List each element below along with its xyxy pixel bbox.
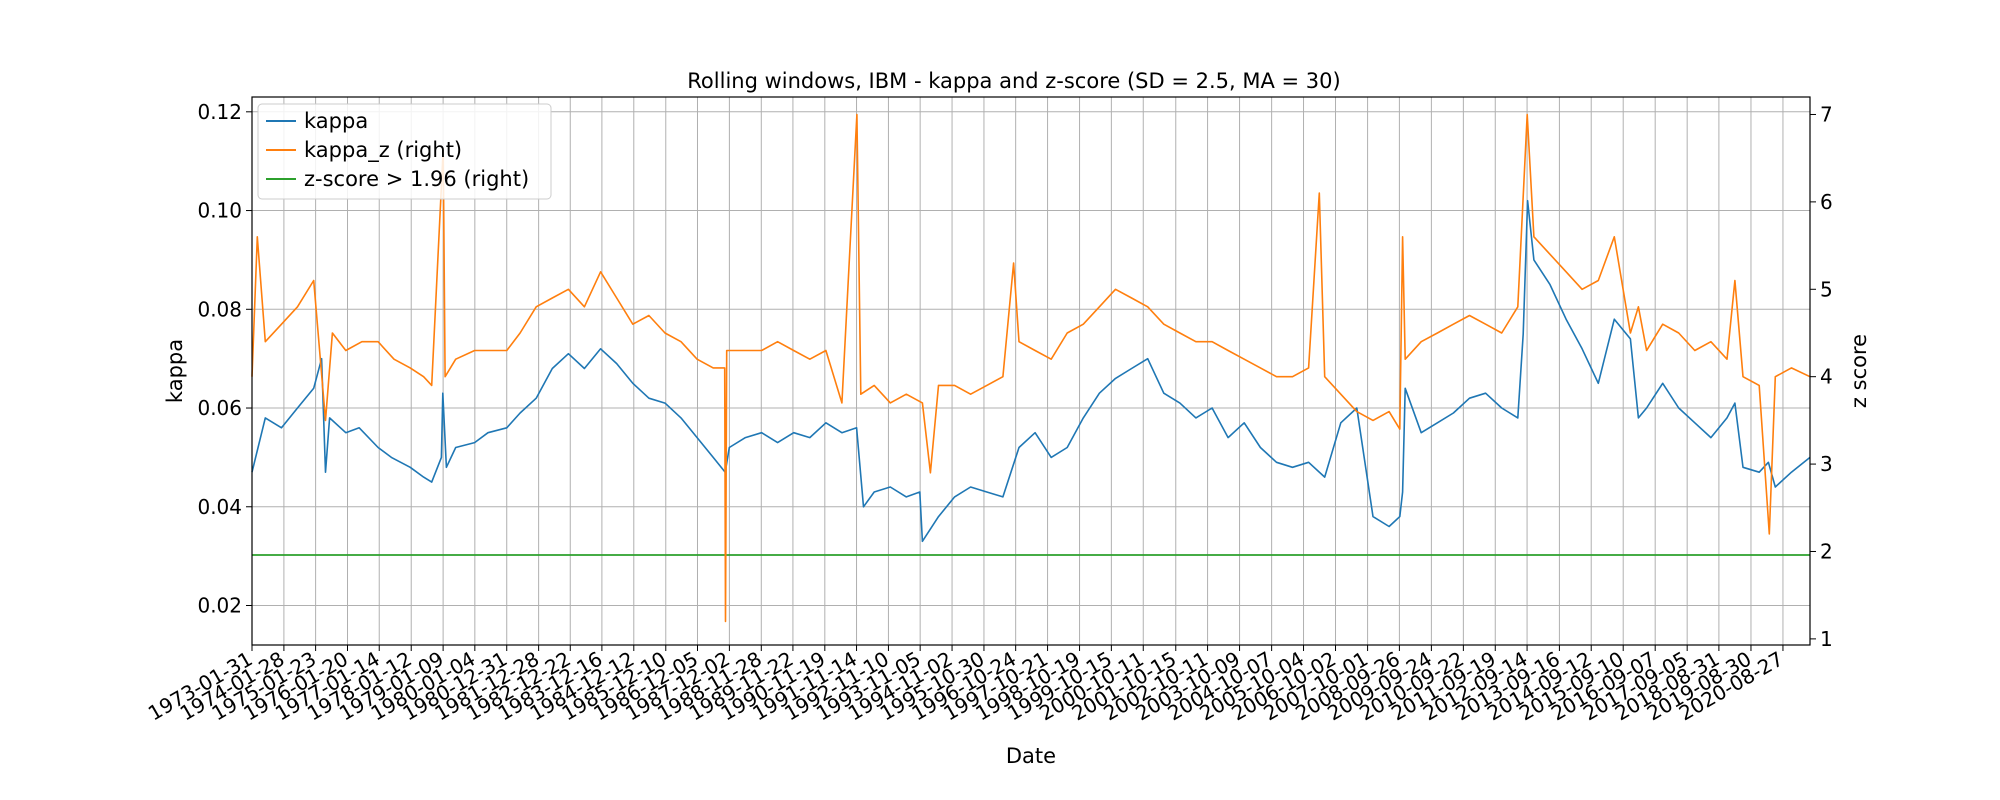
series-layer — [251, 113, 1811, 623]
legend-label-z-threshold: z-score > 1.96 (right) — [304, 167, 529, 191]
y-tick-label: 0.04 — [197, 495, 242, 519]
legend: kappa kappa_z (right) z-score > 1.96 (ri… — [257, 103, 552, 200]
y-tick-label: 0.10 — [197, 199, 242, 223]
y-tick-label: 0.12 — [197, 100, 242, 124]
chart-title: Rolling windows, IBM - kappa and z-score… — [687, 69, 1340, 93]
y-right-tick-label: 6 — [1820, 190, 1833, 214]
y-axis-label-right: z score — [1847, 334, 1871, 408]
y-right-tick-label: 5 — [1820, 277, 1833, 301]
y-axis-label-left: kappa — [163, 339, 187, 403]
legend-label-kappa: kappa — [304, 109, 368, 133]
legend-label-kappa-z: kappa_z (right) — [304, 138, 462, 163]
y-axis-right: 1 2 3 4 5 6 7 — [1810, 102, 1833, 651]
y-tick-label: 0.08 — [197, 297, 242, 321]
y-tick-label: 0.02 — [197, 594, 242, 618]
y-right-tick-label: 3 — [1820, 452, 1833, 476]
series-line-kappa — [251, 199, 1811, 543]
y-axis-left: 0.02 0.04 0.06 0.08 0.10 0.12 — [197, 100, 252, 618]
y-right-tick-label: 7 — [1820, 102, 1833, 126]
y-right-tick-label: 4 — [1820, 365, 1833, 389]
x-axis-label: Date — [1006, 744, 1056, 768]
y-right-tick-label: 2 — [1820, 539, 1833, 563]
y-right-tick-label: 1 — [1820, 627, 1833, 651]
series-line-kappa-z-right — [251, 113, 1811, 623]
y-tick-label: 0.06 — [197, 396, 242, 420]
plot-frame — [251, 96, 1811, 646]
legend-box — [257, 103, 552, 200]
x-axis: 1973-01-311974-01-281975-01-231976-01-20… — [144, 645, 1787, 725]
